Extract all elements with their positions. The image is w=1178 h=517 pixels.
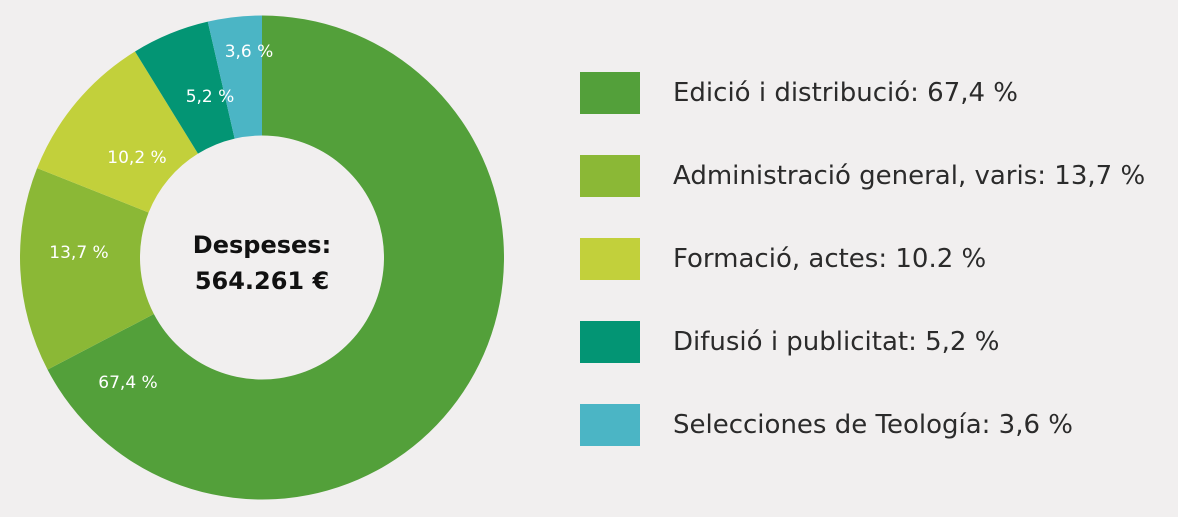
legend-swatch (580, 238, 640, 280)
legend-item: Formació, actes: 10.2 % (580, 238, 1145, 280)
legend-swatch (580, 321, 640, 363)
legend-item: Administració general, varis: 13,7 % (580, 155, 1145, 197)
legend-label: Administració general, varis: 13,7 % (673, 161, 1146, 191)
legend-item: Difusió i publicitat: 5,2 % (580, 321, 1145, 363)
donut-slice (19, 168, 154, 370)
center-label-title: Despeses: (193, 231, 331, 259)
donut-slice (47, 15, 504, 500)
legend-label: Difusió i publicitat: 5,2 % (673, 327, 1000, 357)
legend-label: Edició i distribució: 67,4 % (673, 78, 1019, 108)
legend: Edició i distribució: 67,4 % Administrac… (580, 72, 1145, 487)
donut-slice (37, 51, 198, 213)
legend-swatch (580, 404, 640, 446)
legend-label: Formació, actes: 10.2 % (673, 244, 987, 274)
slice-data-label: 10,2 % (107, 148, 166, 168)
legend-label: Selecciones de Teología: 3,6 % (673, 410, 1073, 440)
slice-data-label: 3,6 % (225, 42, 274, 62)
donut-slice (207, 15, 262, 139)
slice-data-label: 67,4 % (98, 373, 157, 393)
donut-slice (135, 21, 235, 154)
legend-item: Selecciones de Teología: 3,6 % (580, 404, 1145, 446)
center-label-total: 564.261 € (195, 267, 329, 295)
donut-chart: 67,4 % 13,7 % 10,2 % 5,2 % 3,6 % Despeses: 5… (19, 15, 504, 500)
legend-swatch (580, 72, 640, 114)
legend-swatch (580, 155, 640, 197)
slice-data-label: 13,7 % (49, 243, 108, 263)
legend-item: Edició i distribució: 67,4 % (580, 72, 1145, 114)
slice-data-label: 5,2 % (186, 87, 235, 107)
